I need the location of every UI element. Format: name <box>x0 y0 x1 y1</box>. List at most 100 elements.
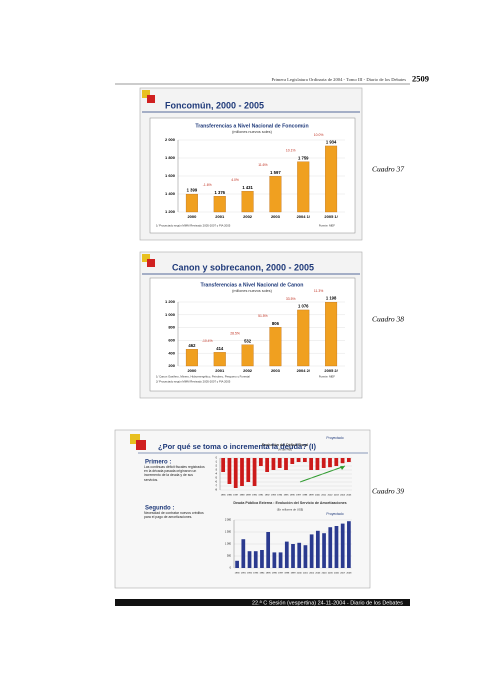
bar <box>284 541 289 568</box>
growth-label: 10.0% <box>314 133 324 137</box>
y-tick-label: 600 <box>168 337 175 342</box>
footnote: 1/ Canon Gasífero, Minero, Hidroenergéti… <box>156 375 250 379</box>
point-heading: Primero : <box>145 460 171 466</box>
bar <box>315 458 320 470</box>
decor <box>147 259 155 267</box>
value-label: 1 597 <box>270 170 281 175</box>
bar <box>246 458 251 482</box>
bar <box>266 532 271 568</box>
bar <box>213 352 226 367</box>
slide-title: Foncomún, 2000 - 2005 <box>165 100 264 110</box>
bar <box>315 530 320 568</box>
y-tick-label: -5 <box>215 477 218 480</box>
footer-text: 22.ª C Sesión (vespertina) 24-11-2004 - … <box>252 599 403 606</box>
growth-label: -1.6% <box>203 183 212 187</box>
bar <box>303 545 308 568</box>
value-label: 1 759 <box>298 155 309 160</box>
footnote: 1/ Proyectado según MMM Revisado 2005-20… <box>156 224 231 228</box>
caption: Cuadro 39 <box>372 487 404 496</box>
x-tick-label: 1994 <box>260 573 266 575</box>
y-tick-label: -4 <box>215 473 218 476</box>
bar <box>269 327 282 367</box>
x-tick-label: 2006 <box>334 573 340 575</box>
x-tick-label: 2004 <box>340 495 346 497</box>
x-tick-label: 1991 <box>258 495 264 497</box>
value-label: 1 198 <box>326 296 337 301</box>
bar <box>277 458 282 468</box>
x-tick-label: 2002 <box>309 573 315 575</box>
x-tick-label: 1991 <box>241 573 247 575</box>
decor <box>136 440 146 450</box>
note: Proyectado <box>326 512 343 516</box>
footer-bar <box>115 599 410 606</box>
bar <box>247 551 252 568</box>
chart-subtitle: (millones nuevos soles) <box>232 289 272 293</box>
x-tick-label: 1990 <box>235 573 241 575</box>
bar <box>297 309 310 367</box>
y-tick-label: 1 400 <box>165 191 176 196</box>
value-label: 1 399 <box>187 188 198 193</box>
growth-label: 11.3% <box>314 289 323 293</box>
bar <box>309 534 314 568</box>
point-heading: Segundo : <box>145 506 174 512</box>
y-tick-label: 0 <box>216 457 218 460</box>
value-label: 1 934 <box>326 140 337 145</box>
source: Fuente: MEF <box>319 224 335 228</box>
growth-label: 51.5% <box>258 314 268 318</box>
bar <box>340 523 345 568</box>
bar <box>185 193 198 213</box>
bar <box>309 458 314 470</box>
x-tick-label: 1995 <box>284 495 290 497</box>
bar <box>185 349 198 367</box>
growth-label: 28.5% <box>230 332 240 336</box>
chart-subtitle: (% del PBI) <box>278 448 292 452</box>
header-title: Primera Legislatura Ordinaria de 2004 - … <box>271 77 406 82</box>
slide-title: Canon y sobrecanon, 2000 - 2005 <box>172 262 314 272</box>
x-tick-label: 2004 <box>322 573 328 575</box>
x-tick-label: 2001 <box>303 573 309 575</box>
y-tick-label: 1 200 <box>165 209 176 214</box>
x-tick-label: 1997 <box>296 495 302 497</box>
chart-panel <box>149 277 356 392</box>
x-tick-label: 2003 <box>271 368 281 373</box>
chart-title: Evolución del Déficit Fiscal <box>262 443 309 447</box>
y-tick-label: -8 <box>215 489 218 492</box>
bar <box>334 526 339 568</box>
x-tick-label: 1993 <box>253 573 259 575</box>
bar <box>291 544 295 568</box>
y-tick-label: -7 <box>215 485 218 488</box>
x-tick-label: 1985 <box>221 495 227 497</box>
x-tick-label: 2005 <box>346 495 352 497</box>
bar <box>252 458 257 486</box>
growth-label: -10.4% <box>202 339 213 343</box>
bar <box>297 542 302 568</box>
bar <box>233 458 238 488</box>
value-label: 806 <box>272 321 280 326</box>
y-tick-label: 1 600 <box>165 173 176 178</box>
bar <box>265 458 270 472</box>
x-tick-label: 2004 2/ <box>297 368 311 373</box>
bar <box>258 458 263 466</box>
y-tick-label: 0 <box>230 567 232 570</box>
x-tick-label: 1989 <box>246 495 252 497</box>
footnote: 2/ Proyectado según MMM Revisado 2005-20… <box>156 380 231 384</box>
bar <box>278 552 283 568</box>
x-tick-label: 1998 <box>284 573 290 575</box>
bar <box>340 458 345 464</box>
bar <box>347 521 351 568</box>
x-tick-label: 2001 <box>215 368 225 373</box>
x-tick-label: 2003 <box>271 214 281 219</box>
x-tick-label: 2001 <box>215 214 225 219</box>
page-number: 2509 <box>412 73 429 83</box>
x-tick-label: 1994 <box>277 495 283 497</box>
y-tick-label: 2 000 <box>165 137 176 142</box>
value-label: 532 <box>244 338 252 343</box>
chart-title: Transferencias a Nivel Nacional de Canon <box>201 282 304 288</box>
y-tick-label: 2 000 <box>225 519 232 522</box>
bar <box>346 458 351 462</box>
bar <box>328 527 333 568</box>
x-tick-label: 2004 1/ <box>297 214 311 219</box>
bar <box>302 458 307 462</box>
x-tick-label: 2000 <box>187 214 197 219</box>
chart-subtitle: (En millones de US$) <box>277 508 303 512</box>
